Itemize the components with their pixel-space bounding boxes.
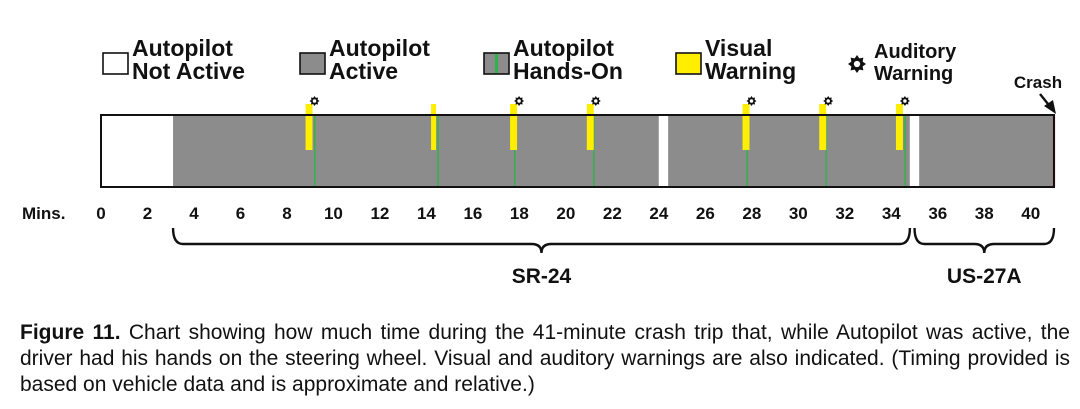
visual-warning-mark	[742, 104, 750, 150]
x-tick-label: 30	[789, 204, 808, 223]
x-tick-label: 14	[417, 204, 436, 223]
timeline-bar	[100, 96, 1056, 188]
segment-not-active	[909, 115, 920, 187]
x-tick-label: 10	[324, 204, 343, 223]
route-bracket	[171, 227, 912, 254]
auditory-warning-mark	[309, 96, 320, 106]
auditory-warning-mark	[514, 96, 525, 106]
crash-marker: Crash	[1014, 73, 1062, 114]
crash-label: Crash	[1014, 73, 1062, 92]
x-tick-label: 20	[556, 204, 575, 223]
route-brackets: SR-24 US-27A	[171, 227, 1056, 288]
segment-active	[919, 115, 1054, 187]
x-tick-label: 6	[236, 204, 245, 223]
legend-label-line1: Autopilot	[513, 35, 614, 61]
auditory-warning-mark	[899, 96, 910, 106]
x-tick-label: 0	[96, 204, 105, 223]
figure-caption: Figure 11. Chart showing how much time d…	[20, 320, 1070, 398]
x-tick-label: 34	[882, 204, 901, 223]
auditory-warning-mark	[823, 96, 834, 106]
x-tick-label: 18	[510, 204, 529, 223]
x-tick-label: 2	[143, 204, 152, 223]
x-tick-label: 28	[742, 204, 761, 223]
route-bracket	[913, 227, 1056, 254]
figure-label: Figure 11.	[20, 321, 121, 344]
x-tick-label: 12	[370, 204, 389, 223]
x-tick-label: 36	[928, 204, 947, 223]
visual-warning-mark	[819, 104, 827, 150]
legend-swatch	[299, 52, 326, 75]
legend-label-line1: Visual	[705, 35, 772, 61]
x-tick-label: 32	[835, 204, 854, 223]
segment-active	[173, 115, 659, 187]
segment-not-active	[658, 115, 669, 187]
x-tick-label: 24	[649, 204, 668, 223]
visual-warning-mark	[510, 104, 518, 150]
visual-warning-mark	[586, 104, 594, 150]
legend-hands-on-stripe	[495, 54, 498, 73]
segment-active	[668, 115, 910, 187]
x-axis: Mins. 0 2 4 6 8 10 12 14 16 18 20 22 24 26 28 30 32 34 36 38…	[22, 204, 1040, 223]
x-tick-label: 22	[603, 204, 622, 223]
x-tick-label: 4	[189, 204, 199, 223]
visual-warning-mark	[431, 104, 437, 150]
legend-label-line1: Autopilot	[132, 35, 233, 61]
x-axis-unit-label: Mins.	[22, 204, 65, 223]
auditory-warning-mark	[746, 96, 757, 106]
crash-arrow-head	[1044, 100, 1056, 114]
auditory-warning-mark	[590, 96, 601, 106]
route-label: SR-24	[512, 265, 572, 288]
x-tick-label: 38	[975, 204, 994, 223]
legend-swatch	[102, 52, 129, 75]
segment-not-active	[101, 115, 174, 187]
legend-label-line2: Active	[329, 58, 398, 84]
x-tick-label: 16	[463, 204, 482, 223]
route-label: US-27A	[947, 265, 1022, 288]
bar-frame	[100, 114, 1055, 188]
caption-text: Chart showing how much time during the 4…	[20, 321, 1070, 396]
legend-label-line1: Auditory	[874, 41, 957, 63]
legend-label-line2: Not Active	[132, 58, 245, 84]
legend-label-line1: Autopilot	[329, 35, 430, 61]
legend-swatch	[675, 52, 702, 75]
visual-warning-mark	[895, 104, 903, 150]
legend-label-line2: Hands-On	[513, 58, 623, 84]
visual-warning-mark	[305, 104, 313, 150]
x-tick-label: 8	[282, 204, 291, 223]
auditory-warning-icon	[848, 55, 866, 73]
legend-label-line2: Warning	[705, 58, 796, 84]
x-tick-label: 40	[1021, 204, 1040, 223]
legend-label-line2: Warning	[874, 63, 953, 85]
x-tick-label: 26	[696, 204, 715, 223]
